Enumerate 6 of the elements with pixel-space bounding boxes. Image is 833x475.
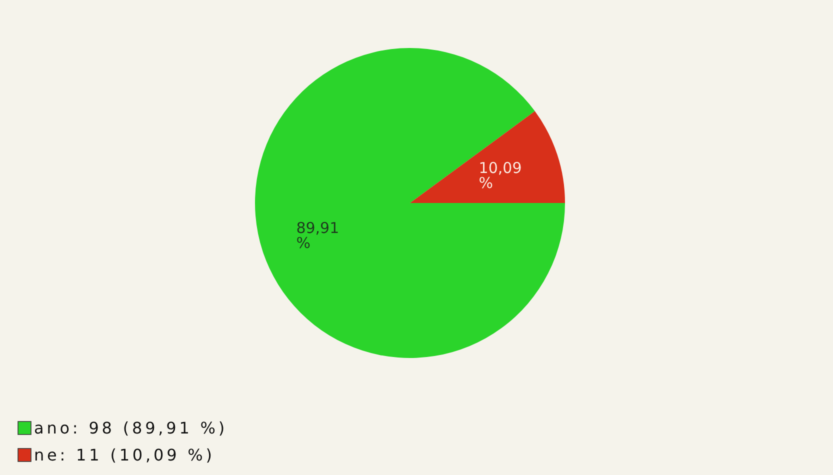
pie-slice xyxy=(410,111,565,203)
data-label: 10,09 % xyxy=(478,159,522,192)
legend-label: ano: 98 (89,91 %) xyxy=(34,418,228,438)
legend-label: ne: 11 (10,09 %) xyxy=(34,446,215,464)
data-label: 89,91 % xyxy=(296,218,340,252)
pie-slice xyxy=(255,48,565,358)
